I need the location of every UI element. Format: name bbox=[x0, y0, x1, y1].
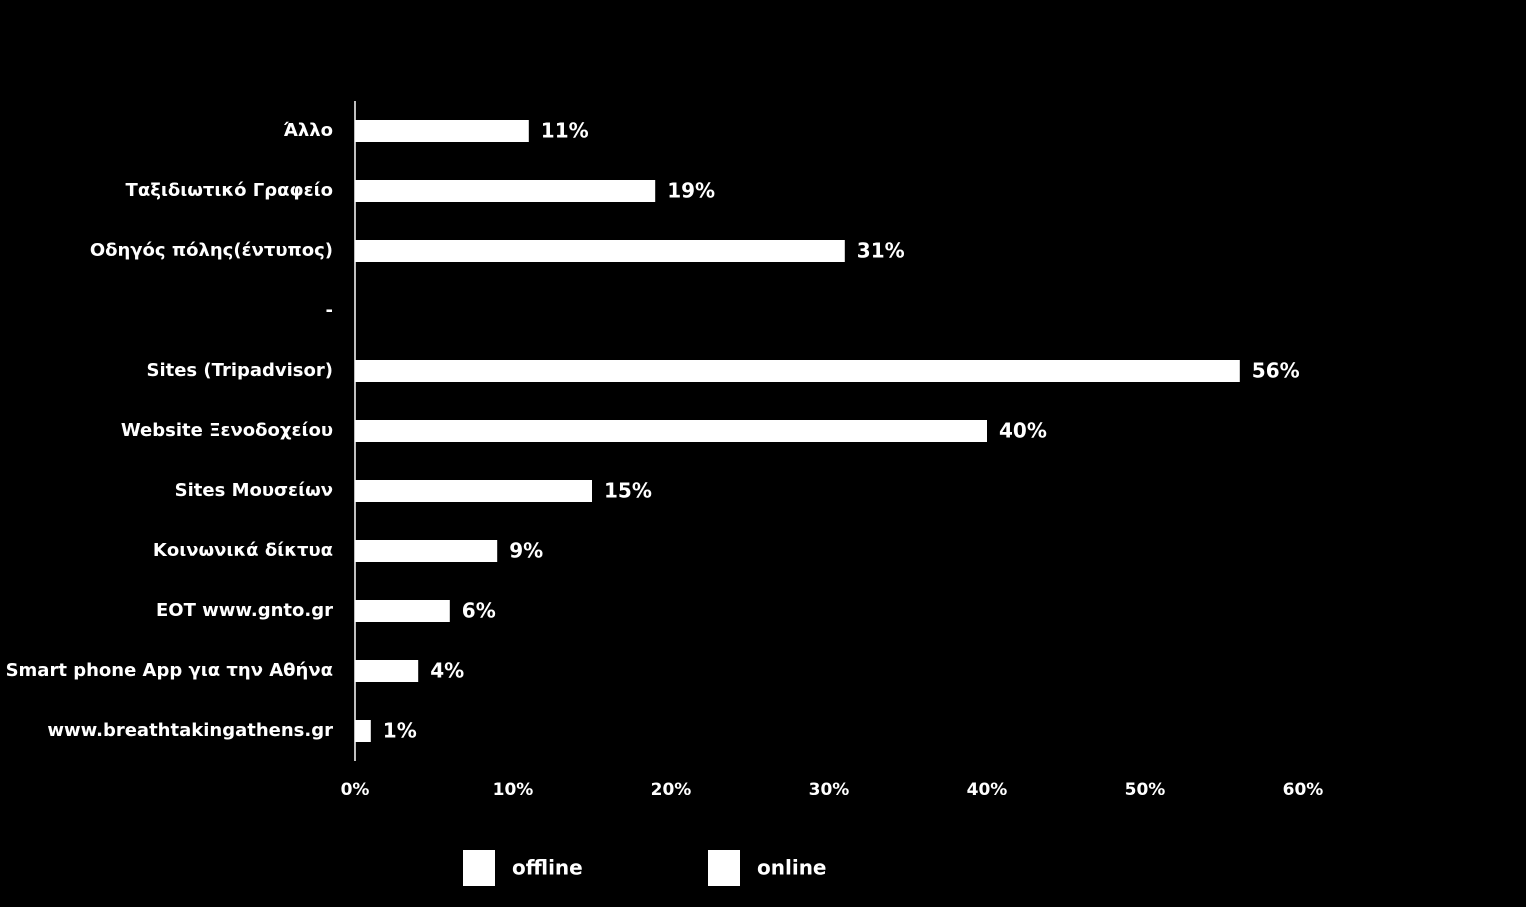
bar bbox=[355, 660, 419, 682]
legend-label: offline bbox=[512, 856, 583, 880]
x-tick-label: 60% bbox=[1283, 780, 1324, 800]
x-tick-label: 20% bbox=[651, 780, 692, 800]
y-tick-label: Οδηγός πόλης(έντυπος) bbox=[90, 240, 333, 261]
y-tick-label: www.breathtakingathens.gr bbox=[47, 720, 333, 741]
y-tick-label: Website Ξενοδοχείου bbox=[121, 420, 333, 441]
bar bbox=[355, 720, 371, 742]
value-label: 6% bbox=[462, 599, 496, 623]
y-tick-label: Sites (Tripadvisor) bbox=[146, 360, 333, 381]
x-tick-label: 40% bbox=[967, 780, 1008, 800]
x-tick-label: 0% bbox=[341, 780, 370, 800]
value-label: 56% bbox=[1252, 359, 1300, 383]
bar bbox=[355, 120, 529, 142]
y-tick-label: ΕΟΤ www.gnto.gr bbox=[156, 600, 333, 621]
bar bbox=[355, 540, 498, 562]
value-label: 4% bbox=[430, 659, 464, 683]
bar bbox=[355, 240, 845, 262]
value-label: 11% bbox=[541, 119, 589, 143]
bar bbox=[355, 180, 656, 202]
legend-swatch bbox=[463, 850, 495, 886]
y-tick-label: - bbox=[326, 300, 333, 321]
y-tick-label: Ταξιδιωτικό Γραφείο bbox=[126, 180, 333, 201]
value-label: 40% bbox=[999, 419, 1047, 443]
value-label: 31% bbox=[857, 239, 905, 263]
y-tick-label: Smart phone App για την Αθήνα bbox=[6, 660, 333, 681]
x-tick-label: 30% bbox=[809, 780, 850, 800]
legend-label: online bbox=[757, 856, 827, 880]
y-tick-label: Άλλο bbox=[284, 120, 334, 141]
bar bbox=[355, 360, 1240, 382]
value-label: 1% bbox=[383, 719, 417, 743]
y-tick-label: Κοινωνικά δίκτυα bbox=[153, 540, 333, 561]
value-label: 19% bbox=[667, 179, 715, 203]
y-tick-label: Sites Μουσείων bbox=[175, 480, 333, 501]
bar bbox=[355, 420, 987, 442]
x-tick-label: 50% bbox=[1125, 780, 1166, 800]
legend-swatch bbox=[708, 850, 740, 886]
bar bbox=[355, 600, 450, 622]
x-tick-label: 10% bbox=[493, 780, 534, 800]
bar bbox=[355, 480, 592, 502]
value-label: 9% bbox=[509, 539, 543, 563]
value-label: 15% bbox=[604, 479, 652, 503]
